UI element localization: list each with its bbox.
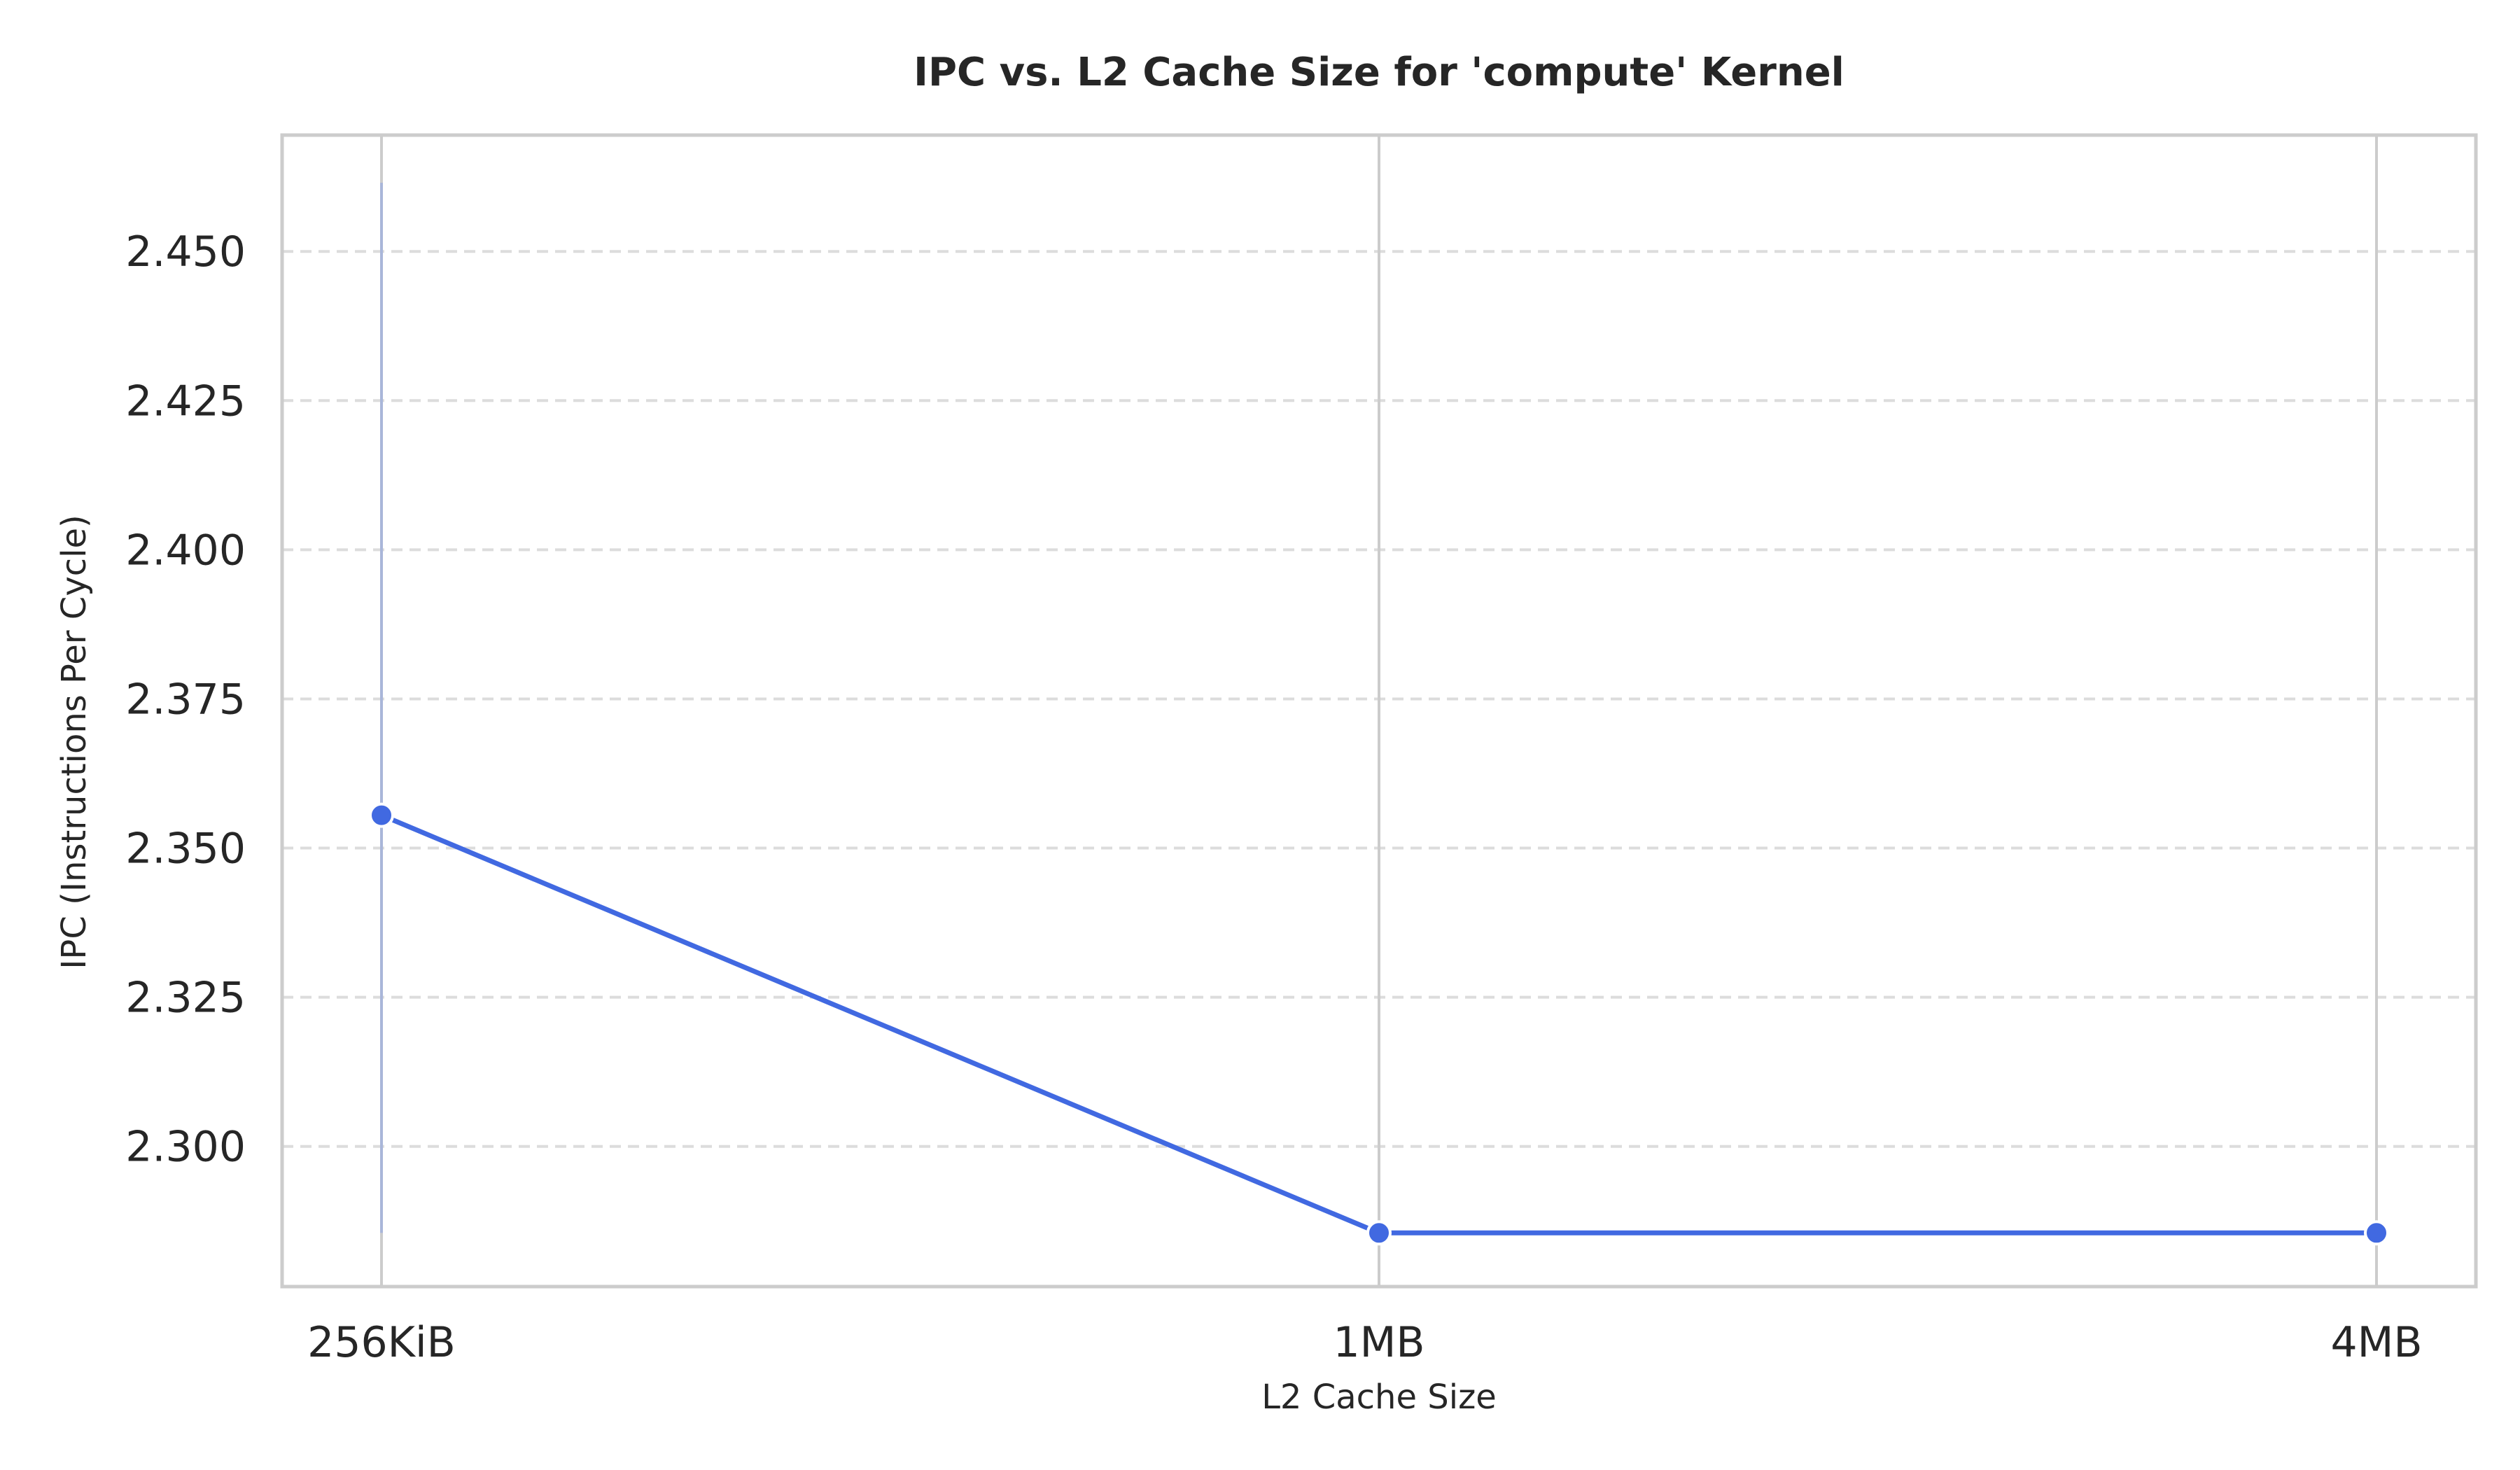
x-tick-labels: 256KiB 1MB 4MB [307, 1318, 2422, 1367]
y-tick-label: 2.300 [125, 1123, 246, 1172]
x-tick-label: 1MB [1333, 1318, 1424, 1367]
series-line-segment [379, 813, 1382, 1236]
data-point [369, 802, 394, 828]
y-tick-label: 2.400 [125, 526, 246, 575]
y-tick-label: 2.350 [125, 825, 246, 874]
series-lines [379, 813, 2379, 1236]
x-tick-label: 256KiB [307, 1318, 456, 1367]
y-tick-label: 2.450 [125, 227, 246, 276]
y-tick-label: 2.375 [125, 675, 246, 724]
y-tick-labels: 2.300 2.325 2.350 2.375 2.400 2.425 2.450 [125, 227, 246, 1171]
data-points [369, 802, 2389, 1246]
data-point [2364, 1220, 2389, 1246]
y-tick-label: 2.425 [125, 377, 246, 426]
plot-frame [280, 133, 2478, 1289]
y-axis-label: IPC (Instructions Per Cycle) [55, 514, 94, 969]
y-tick-label: 2.325 [125, 974, 246, 1023]
data-point [1366, 1220, 1392, 1246]
x-tick-label: 4MB [2330, 1318, 2422, 1367]
chart-title: IPC vs. L2 Cache Size for 'compute' Kern… [913, 50, 1844, 95]
x-axis-label: L2 Cache Size [1261, 1378, 1497, 1417]
